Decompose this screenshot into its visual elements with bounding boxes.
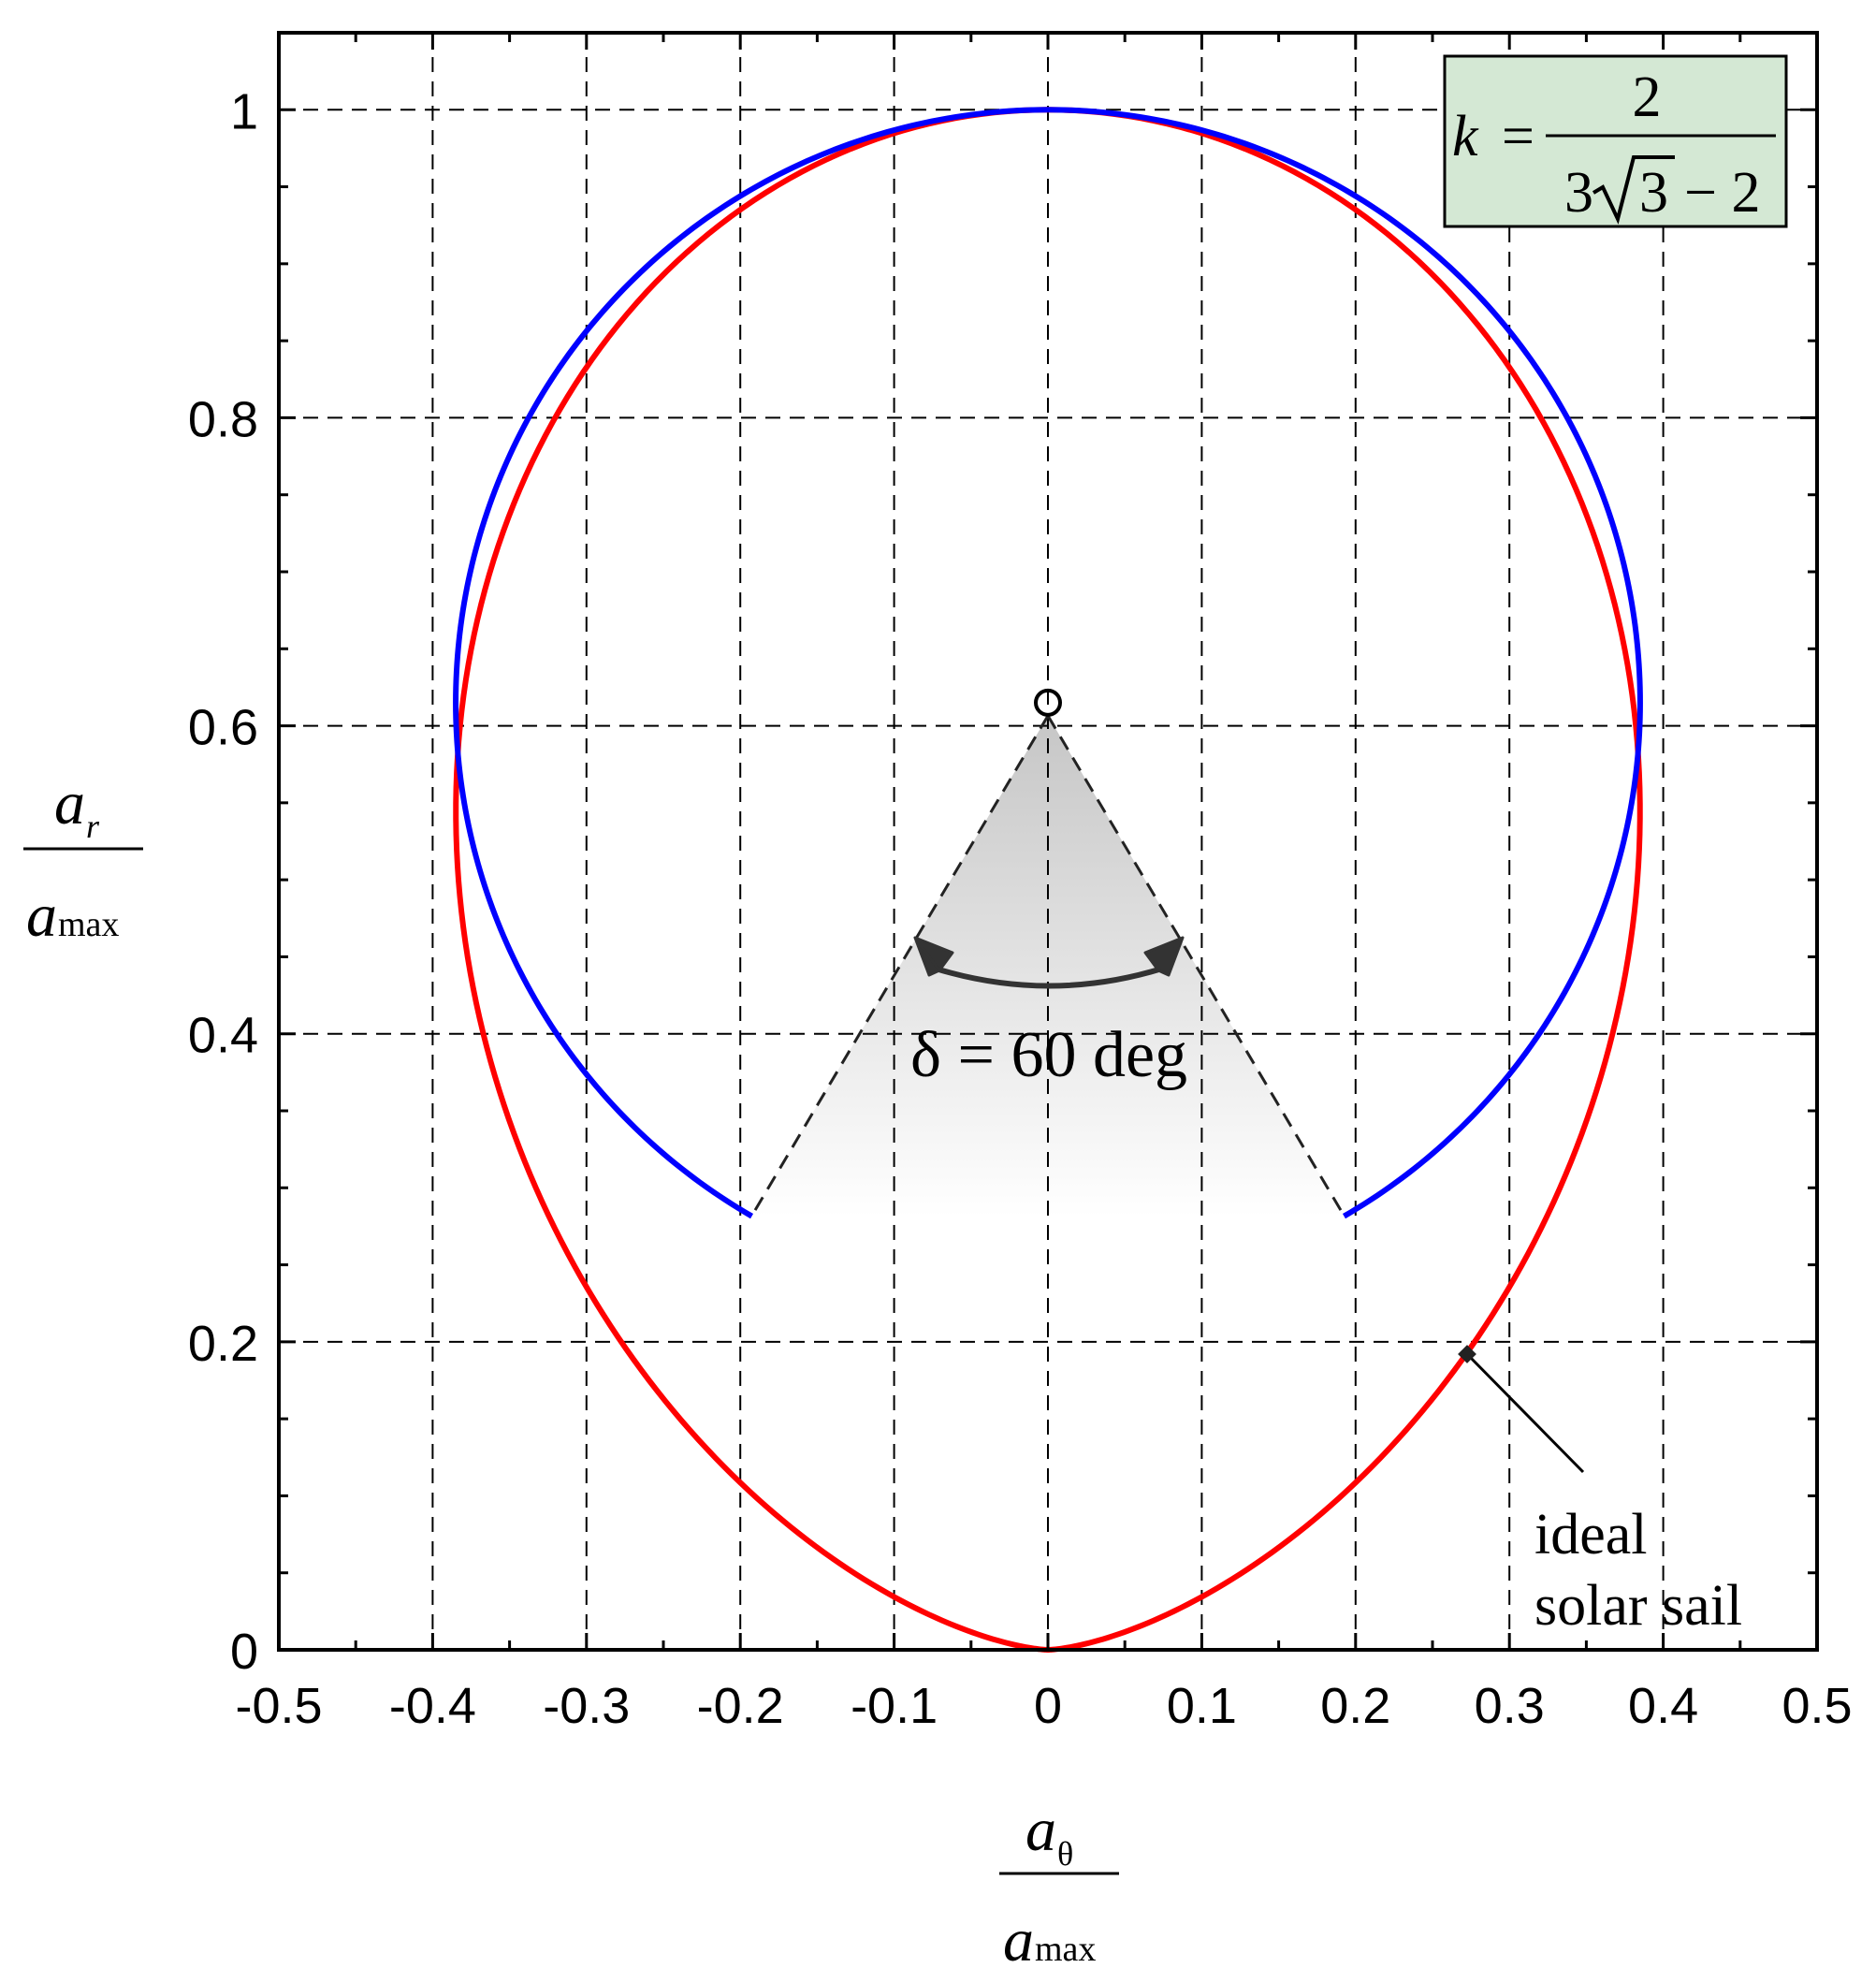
- svg-text:a: a: [26, 882, 57, 950]
- tick-labels: -0.5 -0.4 -0.3 -0.2 -0.1 0 0.1 0.2 0.3 0.4 0.5 0 0.2…: [188, 83, 1853, 1734]
- curves: [453, 107, 1643, 1653]
- x-tick-label: 0.3: [1475, 1678, 1545, 1734]
- y-tick-label: 0: [230, 1624, 258, 1680]
- svg-text:θ: θ: [1057, 1835, 1073, 1873]
- blue-circular-curve: [453, 107, 1643, 1219]
- x-tick-label: -0.5: [235, 1678, 322, 1734]
- sqrt-sign-icon: [1592, 155, 1675, 225]
- y-tick-label: 0.8: [188, 391, 258, 447]
- ideal-sail-leader: [1458, 1345, 1585, 1474]
- y-tick-label: 0.4: [188, 1008, 258, 1064]
- x-tick-label: -0.4: [389, 1678, 476, 1734]
- x-tick-label: 0.5: [1781, 1678, 1852, 1734]
- y-axis-label: a r a max: [23, 769, 143, 950]
- svg-text:r: r: [86, 808, 100, 845]
- formula-den-left: 3: [1564, 161, 1593, 225]
- x-tick-label: 0.2: [1320, 1678, 1390, 1734]
- tick-marks: [277, 31, 1819, 1652]
- x-axis-label: a θ a max: [999, 1796, 1119, 1968]
- x-tick-label: 0: [1034, 1678, 1062, 1734]
- x-tick-label: -0.1: [851, 1678, 938, 1734]
- formula-box: k = 2 3 3 − 2: [1443, 54, 1788, 228]
- delta-label: δ = 60 deg: [910, 1019, 1187, 1091]
- x-tick-label: 0.1: [1167, 1678, 1237, 1734]
- x-tick-label: 0.4: [1628, 1678, 1698, 1734]
- cone-apex-marker: [1034, 688, 1062, 717]
- svg-text:max: max: [58, 905, 119, 944]
- formula-numerator: 2: [1633, 66, 1662, 129]
- formula-den-right: − 2: [1684, 161, 1760, 225]
- y-tick-label: 1: [230, 83, 258, 139]
- y-tick-label: 0.6: [188, 700, 258, 756]
- arrow-right-icon: [1143, 936, 1185, 977]
- svg-text:max: max: [1035, 1930, 1096, 1968]
- svg-text:a: a: [1025, 1796, 1056, 1864]
- ideal-label-line-2: solar sail: [1534, 1574, 1742, 1638]
- formula-box-bg: [1443, 54, 1788, 228]
- delta-angle-arc: [913, 936, 1185, 989]
- y-tick-label: 0.2: [188, 1316, 258, 1372]
- x-tick-label: -0.2: [697, 1678, 784, 1734]
- ideal-label-line-1: ideal: [1534, 1503, 1648, 1567]
- svg-text:a: a: [54, 769, 85, 838]
- svg-text:a: a: [1003, 1906, 1034, 1968]
- ideal-sail-marker: [1458, 1345, 1476, 1363]
- x-tick-label: -0.3: [543, 1678, 630, 1734]
- grid-lines: [279, 33, 1817, 1650]
- arrow-left-icon: [913, 936, 954, 977]
- formula-k: k: [1452, 105, 1479, 168]
- formula-den-radicand: 3: [1639, 161, 1668, 225]
- formula-equals: =: [1502, 105, 1534, 168]
